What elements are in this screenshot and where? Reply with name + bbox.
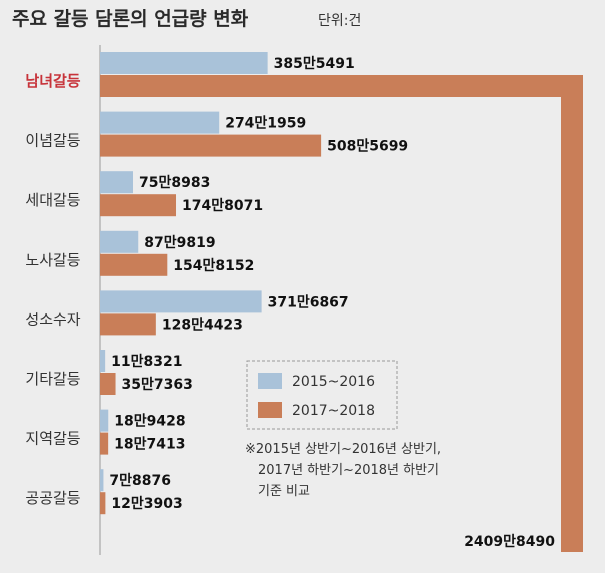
value-label-2017-2018-4: 128만4423 (162, 317, 243, 333)
bar-2017-2018-5 (100, 373, 116, 395)
unit-label: 단위:건 (318, 13, 361, 29)
bar-2015-2016-2 (100, 171, 133, 194)
category-label-2: 세대갈등 (25, 191, 80, 209)
bar-2015-2016-3 (100, 230, 139, 253)
bar-2017-2018-4 (100, 313, 156, 336)
value-label-2017-2018-6: 18만7413 (114, 437, 185, 453)
category-label-5: 기타갈등 (25, 370, 80, 388)
value-label-2015-2016-4: 371만6867 (268, 294, 349, 310)
value-label-2017-2018-3: 154만8152 (173, 258, 254, 274)
value-label-2017-2018-7: 12만3903 (111, 496, 182, 512)
bar-2015-2016-6 (100, 409, 109, 432)
category-label-3: 노사갈등 (25, 251, 80, 269)
value-label-2015-2016-0: 385만5491 (274, 56, 355, 72)
legend-label-2015-2016: 2015~2016 (292, 374, 375, 390)
note-line-2: 2017년 하반기~2018년 하반기 (258, 463, 439, 478)
legend-label-2017-2018: 2017~2018 (292, 403, 375, 419)
bar-2015-2016-0 (100, 52, 268, 74)
bar-2015-2016-7 (100, 469, 104, 492)
value-label-2017-2018-2: 174만8071 (182, 198, 263, 214)
chart-title: 주요 갈등 담론의 언급량 변화 (12, 8, 249, 30)
category-label-7: 공공갈등 (25, 489, 80, 507)
legend-swatch-2017-2018 (258, 402, 282, 418)
value-label-2015-2016-7: 7만8876 (109, 473, 171, 489)
bar-2017-2018-6 (100, 432, 109, 455)
bar-2015-2016-4 (100, 290, 262, 313)
category-label-4: 성소수자 (25, 310, 80, 328)
value-label-2015-2016-6: 18만9428 (114, 414, 185, 430)
bar-2017-2018-7 (100, 492, 106, 515)
bar-2015-2016-1 (100, 111, 220, 134)
note-line-1: ※2015년 상반기~2016년 상반기, (245, 442, 441, 457)
category-label-6: 지역갈등 (25, 430, 80, 448)
note-line-3: 기준 비교 (258, 484, 310, 499)
value-label-2017-2018-0: 2409만8490 (464, 534, 555, 550)
category-label-0: 남녀갈등 (25, 72, 80, 90)
bar-2017-2018-1 (100, 134, 322, 157)
value-label-2017-2018-1: 508만5699 (327, 139, 408, 155)
value-label-2017-2018-5: 35만7363 (122, 377, 193, 393)
value-label-2015-2016-5: 11만8321 (111, 354, 182, 370)
category-label-1: 이념갈등 (25, 132, 80, 150)
bar-2017-2018-2 (100, 194, 177, 217)
value-label-2015-2016-2: 75만8983 (139, 175, 210, 191)
legend-swatch-2015-2016 (258, 373, 282, 389)
bar-2015-2016-5 (100, 350, 106, 372)
legend-box (246, 360, 398, 430)
value-label-2015-2016-1: 274만1959 (225, 116, 306, 132)
value-label-2015-2016-3: 87만9819 (144, 235, 215, 251)
bar-2017-2018-3 (100, 253, 168, 276)
